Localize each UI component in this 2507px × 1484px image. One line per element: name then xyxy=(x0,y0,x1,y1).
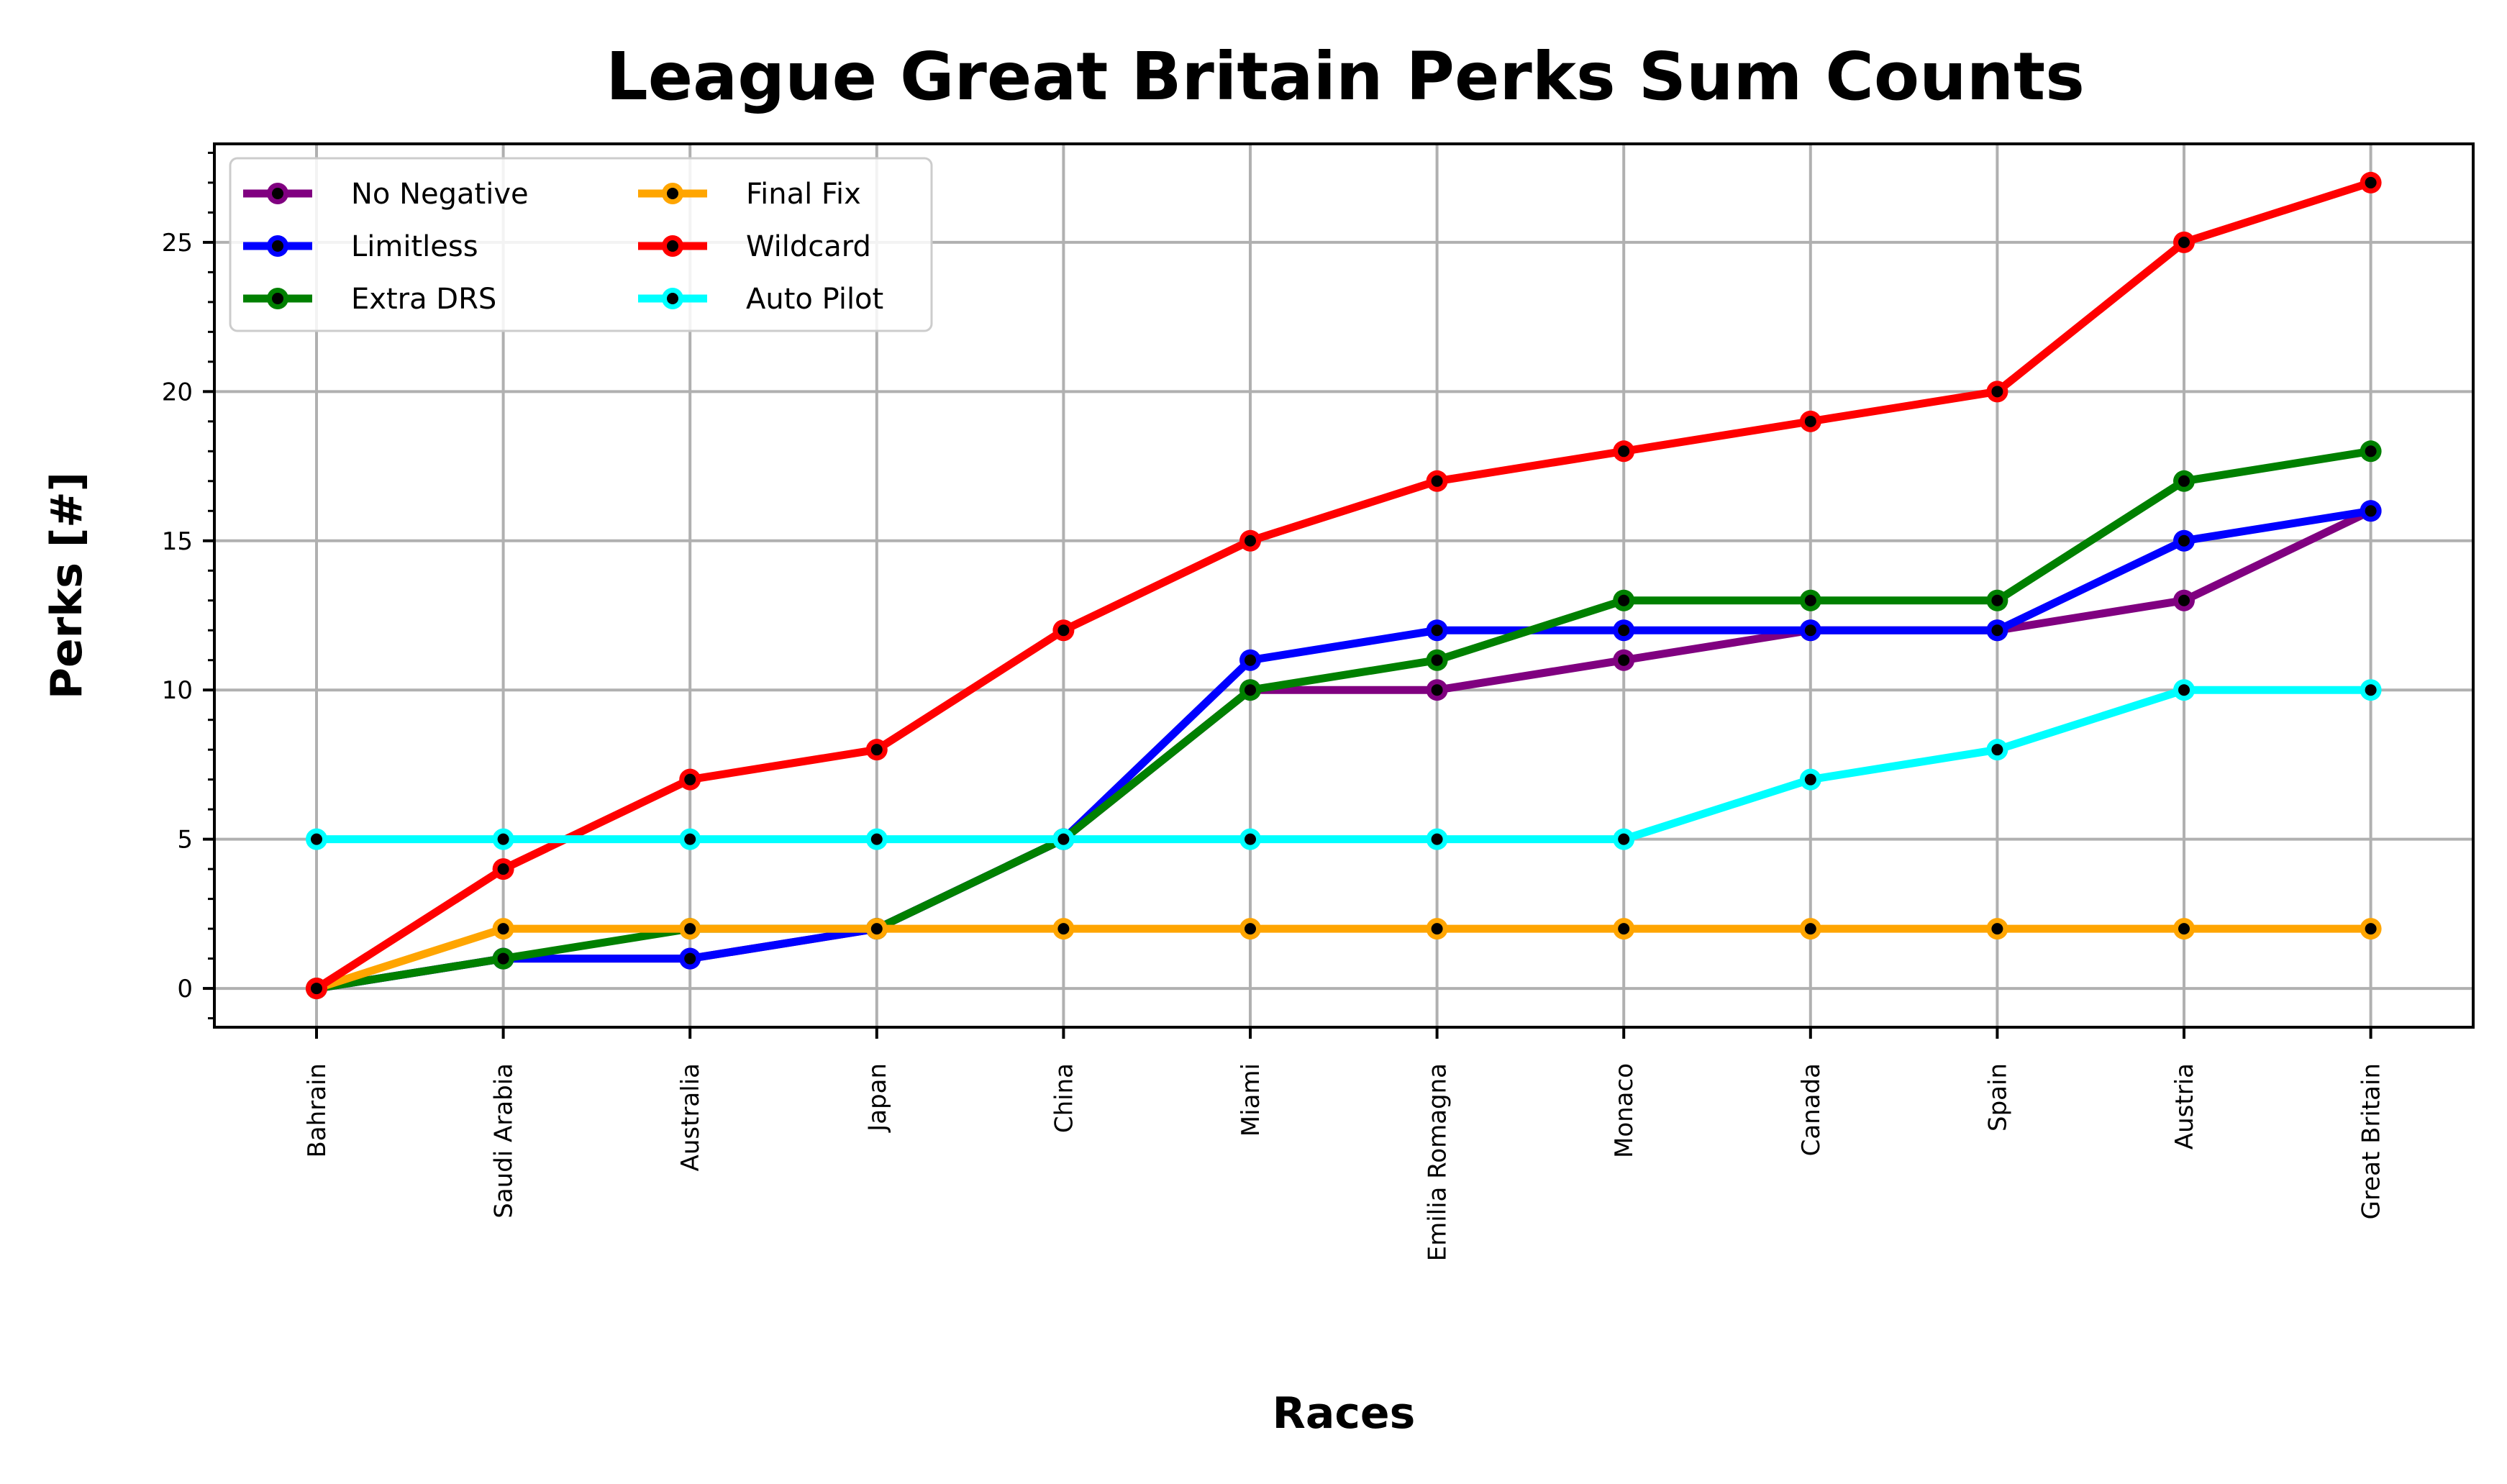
data-point-center xyxy=(1991,594,2003,606)
data-point-center xyxy=(1057,923,1070,935)
data-point-center xyxy=(1618,923,1630,935)
data-point-center xyxy=(870,744,883,756)
data-point-center xyxy=(684,952,696,965)
data-point-center xyxy=(497,863,509,875)
data-point-center xyxy=(1804,594,1816,606)
x-axis-label: Races xyxy=(1273,1388,1416,1439)
data-point-center xyxy=(1431,654,1443,666)
data-point-center xyxy=(1245,923,1256,935)
y-tick-label: 25 xyxy=(162,229,193,258)
series-line xyxy=(317,686,2371,844)
data-point-center xyxy=(497,833,509,845)
data-point-center xyxy=(1804,415,1816,427)
y-tick-label: 15 xyxy=(162,527,193,556)
axes: Bahrain Saudi Arabia Australia Japan China Mi… xyxy=(162,151,2386,1261)
x-tick-label: Japan xyxy=(863,1063,892,1133)
data-point-center xyxy=(2178,923,2190,935)
data-point-center xyxy=(1804,624,1816,637)
legend-marker-center xyxy=(667,240,678,252)
x-tick-label: Bahrain xyxy=(303,1063,332,1158)
series-lines xyxy=(306,171,2382,1000)
data-point-center xyxy=(2178,684,2190,696)
data-point-center xyxy=(2178,534,2190,547)
series-line xyxy=(314,178,2372,992)
plot-frame xyxy=(213,142,2475,1029)
data-point-center xyxy=(1431,684,1443,696)
data-point-center xyxy=(1991,923,2003,935)
data-point-center xyxy=(2365,445,2377,458)
data-point-center xyxy=(311,833,322,845)
legend-label: Wildcard xyxy=(746,230,871,263)
data-point-center xyxy=(1618,594,1630,606)
data-point-center xyxy=(1431,624,1443,637)
data-point-center xyxy=(1991,624,2003,637)
x-tick-label: Miami xyxy=(1237,1063,1265,1137)
y-axis-label: Perks [#] xyxy=(42,472,92,699)
legend-marker-center xyxy=(667,188,678,199)
x-tick-label: Australia xyxy=(676,1063,705,1171)
data-point-center xyxy=(1991,744,2003,756)
series-line xyxy=(316,447,2372,993)
data-point-center xyxy=(2178,236,2190,248)
chart-title: League Great Britain Perks Sum Counts xyxy=(606,38,2085,115)
legend-marker-center xyxy=(272,188,283,199)
x-tick-label: Canada xyxy=(1797,1063,1826,1156)
y-tick-label: 5 xyxy=(177,826,193,855)
x-tick-label: Monaco xyxy=(1610,1063,1639,1158)
data-point-center xyxy=(1245,654,1256,666)
data-point-center xyxy=(1245,684,1256,696)
data-point-center xyxy=(1618,654,1630,666)
legend-label: Final Fix xyxy=(746,178,861,211)
data-point-center xyxy=(311,983,322,995)
data-point-center xyxy=(1804,923,1816,935)
data-point-center xyxy=(2178,594,2190,606)
legend-marker-center xyxy=(272,293,283,304)
legend-marker-center xyxy=(272,240,283,252)
data-point-center xyxy=(2365,505,2377,517)
data-point-center xyxy=(1431,475,1443,487)
data-point-center xyxy=(1618,445,1630,458)
data-point-center xyxy=(497,952,509,965)
data-point-center xyxy=(2365,684,2377,696)
data-point-center xyxy=(1057,833,1070,845)
y-tick-label: 10 xyxy=(162,676,193,705)
data-point-center xyxy=(684,923,696,935)
data-point-center xyxy=(684,833,696,845)
x-tick-label: Emilia Romagna xyxy=(1424,1063,1452,1261)
data-point-center xyxy=(870,923,883,935)
x-tick-label: Austria xyxy=(2170,1063,2199,1150)
x-tick-label: China xyxy=(1050,1063,1078,1133)
y-tick-label: 0 xyxy=(177,975,193,1003)
data-point-center xyxy=(1245,534,1256,547)
legend-marker-center xyxy=(667,293,678,304)
series-line xyxy=(315,924,2371,993)
data-point-center xyxy=(1618,833,1630,845)
data-point-center xyxy=(1431,923,1443,935)
legend: No Negative Limitless Extra DRS Final Fix Wi… xyxy=(229,157,933,332)
data-point-center xyxy=(1618,624,1630,637)
data-point-center xyxy=(870,833,883,845)
series-line xyxy=(316,506,2372,993)
data-point-center xyxy=(2365,923,2377,935)
legend-box xyxy=(229,157,933,332)
data-point-center xyxy=(1431,833,1443,845)
data-point-center xyxy=(1057,624,1070,637)
y-tick-label: 20 xyxy=(162,378,193,406)
legend-label: Extra DRS xyxy=(351,283,496,316)
x-tick-label: Spain xyxy=(1983,1063,2012,1132)
legend-label: Limitless xyxy=(351,230,478,263)
data-point-center xyxy=(2365,176,2377,188)
data-point-center xyxy=(684,773,696,786)
x-tick-label: Saudi Arabia xyxy=(490,1063,519,1219)
x-tick-label: Great Britain xyxy=(2357,1063,2386,1219)
legend-label: Auto Pilot xyxy=(746,283,883,316)
data-point-center xyxy=(1245,833,1256,845)
data-point-center xyxy=(497,923,509,935)
series-line xyxy=(316,507,2372,993)
data-point-center xyxy=(1804,773,1816,786)
data-point-center xyxy=(1991,386,2003,398)
legend-label: No Negative xyxy=(351,178,529,211)
data-point-center xyxy=(2178,475,2190,487)
